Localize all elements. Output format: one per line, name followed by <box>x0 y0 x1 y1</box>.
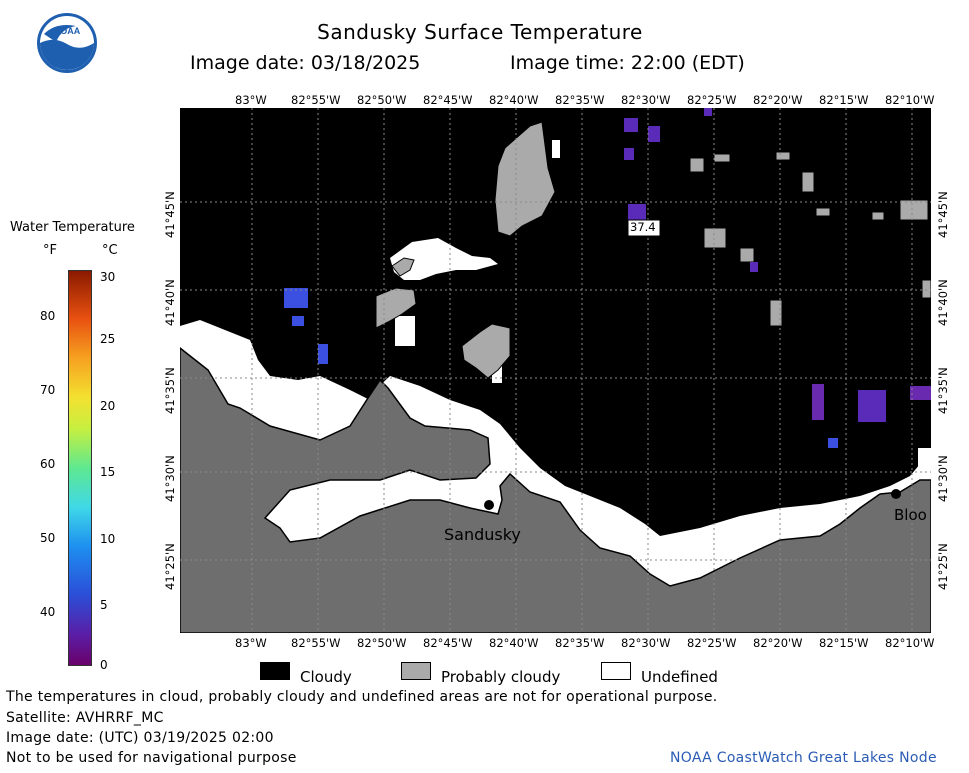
lon-label-top: 82°15'W <box>819 93 869 107</box>
lat-label-right: 41°30'N <box>936 455 950 502</box>
f-tick: 50 <box>40 531 56 545</box>
lon-label-top: 82°40'W <box>489 93 539 107</box>
lon-label-top: 82°45'W <box>423 93 473 107</box>
undefined-area <box>552 140 560 158</box>
c-tick: 10 <box>100 532 116 546</box>
lon-label-top: 83°W <box>235 93 267 107</box>
lon-label-bottom: 82°55'W <box>291 636 341 650</box>
lat-label-right: 41°40'N <box>936 279 950 326</box>
legend-swatch-undefined <box>601 662 631 680</box>
footer-nav-warning: Not to be used for navigational purpose <box>6 750 297 766</box>
lon-label-top: 82°30'W <box>621 93 671 107</box>
lon-label-bottom: 82°20'W <box>753 636 803 650</box>
bloomville-marker <box>891 489 901 499</box>
footer-disclaimer: The temperatures in cloud, probably clou… <box>6 689 718 705</box>
noaa-logo: NOAA <box>36 12 98 74</box>
lon-label-bottom: 82°10'W <box>885 636 935 650</box>
legend-label-probably-cloudy: Probably cloudy <box>441 668 561 686</box>
image-time: Image time: 22:00 (EDT) <box>510 52 745 74</box>
temp-label: 37.4 <box>630 220 656 234</box>
lon-label-top: 82°25'W <box>687 93 737 107</box>
undefined-area <box>390 238 498 280</box>
legend-label-cloudy: Cloudy <box>300 668 352 686</box>
colorbar-unit-f: °F <box>43 243 57 258</box>
lat-label-right: 41°35'N <box>936 367 950 414</box>
legend-label-undefined: Undefined <box>641 668 718 686</box>
lon-label-bottom: 82°30'W <box>621 636 671 650</box>
lon-label-bottom: 82°45'W <box>423 636 473 650</box>
footer-credit-link[interactable]: NOAA CoastWatch Great Lakes Node <box>670 750 937 766</box>
lon-label-bottom: 82°15'W <box>819 636 869 650</box>
colorbar-unit-c: °C <box>102 243 118 258</box>
f-tick: 70 <box>40 383 56 397</box>
lat-label-left: 41°35'N <box>163 367 177 414</box>
undefined-area <box>918 448 931 478</box>
colorbar-title: Water Temperature <box>10 220 135 235</box>
svg-text:NOAA: NOAA <box>54 26 81 36</box>
f-tick: 40 <box>40 605 56 619</box>
lat-label-left: 41°40'N <box>163 279 177 326</box>
lat-label-left: 41°30'N <box>163 455 177 502</box>
lon-label-top: 82°50'W <box>357 93 407 107</box>
lon-label-bottom: 82°40'W <box>489 636 539 650</box>
temp-label-box <box>627 219 661 237</box>
lon-label-top: 82°20'W <box>753 93 803 107</box>
graticule <box>180 108 931 633</box>
noaa-logo-icon: NOAA <box>37 13 97 73</box>
city-label-bloomville: Bloo <box>894 506 927 524</box>
lat-label-right: 41°25'N <box>936 543 950 590</box>
c-tick: 15 <box>100 465 116 479</box>
c-tick: 20 <box>100 399 116 413</box>
legend-swatch-cloudy <box>260 662 290 680</box>
probably-cloudy-areas <box>375 121 931 379</box>
lon-label-top: 82°35'W <box>555 93 605 107</box>
land-area <box>180 347 931 633</box>
lat-label-right: 41°45'N <box>936 191 950 238</box>
lon-label-bottom: 82°25'W <box>687 636 737 650</box>
lon-label-top: 82°10'W <box>885 93 935 107</box>
colorbar-gradient <box>68 270 92 666</box>
image-date: Image date: 03/18/2025 <box>190 52 421 74</box>
lon-label-bottom: 82°35'W <box>555 636 605 650</box>
page-title: Sandusky Surface Temperature <box>317 20 643 44</box>
undefined-area <box>265 470 500 542</box>
lon-label-top: 82°55'W <box>291 93 341 107</box>
sandusky-marker <box>484 500 494 510</box>
temperature-map <box>180 108 931 633</box>
footer-utc-date: Image date: (UTC) 03/19/2025 02:00 <box>6 730 274 746</box>
lat-label-left: 41°25'N <box>163 543 177 590</box>
undefined-area <box>492 363 502 383</box>
city-label-sandusky: Sandusky <box>444 525 521 544</box>
undefined-area <box>395 316 415 346</box>
c-tick: 0 <box>100 658 108 672</box>
footer-satellite: Satellite: AVHRRF_MC <box>6 710 164 726</box>
f-tick: 60 <box>40 457 56 471</box>
c-tick: 25 <box>100 332 116 346</box>
f-tick: 80 <box>40 309 56 323</box>
c-tick: 5 <box>100 598 108 612</box>
lon-label-bottom: 82°50'W <box>357 636 407 650</box>
c-tick: 30 <box>100 270 116 284</box>
lat-label-left: 41°45'N <box>163 191 177 238</box>
lon-label-bottom: 83°W <box>235 636 267 650</box>
legend-swatch-probably-cloudy <box>401 662 431 680</box>
undefined-area <box>180 320 931 586</box>
water-temperature-pixels <box>284 108 931 448</box>
